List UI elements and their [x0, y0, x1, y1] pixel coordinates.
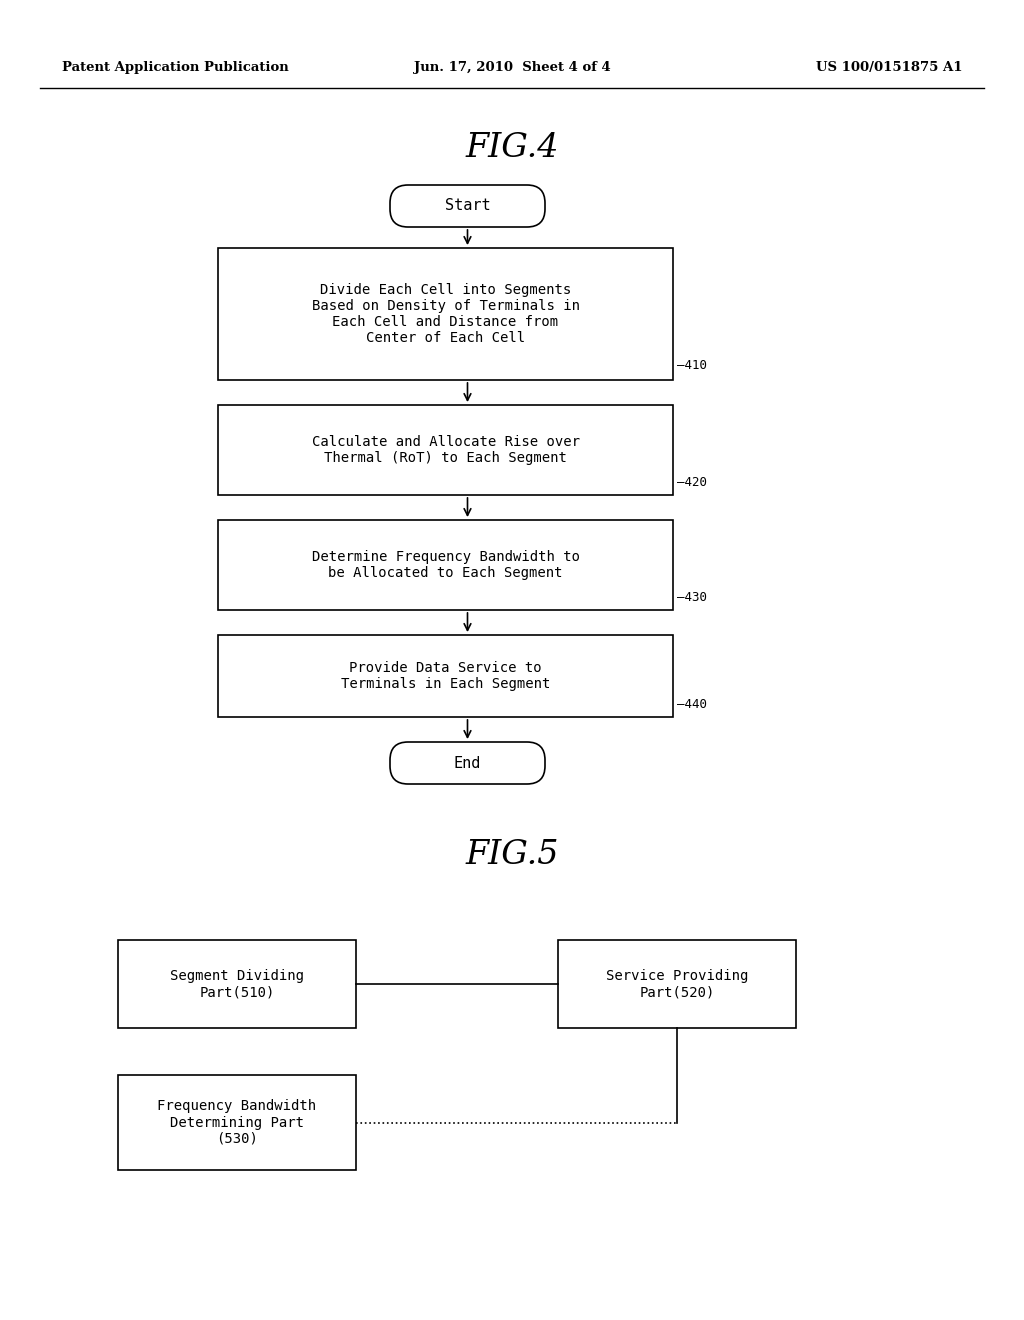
Text: Segment Dividing
Part(510): Segment Dividing Part(510): [170, 969, 304, 999]
Text: FIG.4: FIG.4: [465, 132, 559, 164]
Text: —410: —410: [677, 359, 707, 372]
Bar: [558, 940, 796, 1028]
Text: —430: —430: [677, 591, 707, 605]
Text: Jun. 17, 2010  Sheet 4 of 4: Jun. 17, 2010 Sheet 4 of 4: [414, 62, 610, 74]
Text: US 100/0151875 A1: US 100/0151875 A1: [815, 62, 962, 74]
Text: Divide Each Cell into Segments
Based on Density of Terminals in
Each Cell and Di: Divide Each Cell into Segments Based on …: [311, 282, 580, 346]
Text: FIG.5: FIG.5: [465, 840, 559, 871]
Text: End: End: [454, 755, 481, 771]
Text: Calculate and Allocate Rise over
Thermal (RoT) to Each Segment: Calculate and Allocate Rise over Thermal…: [311, 434, 580, 465]
Text: Determine Frequency Bandwidth to
be Allocated to Each Segment: Determine Frequency Bandwidth to be Allo…: [311, 550, 580, 579]
Text: —420: —420: [677, 477, 707, 488]
Text: Start: Start: [444, 198, 490, 214]
Text: Frequency Bandwidth
Determining Part
(530): Frequency Bandwidth Determining Part (53…: [158, 1100, 316, 1146]
Text: Service Providing
Part(520): Service Providing Part(520): [606, 969, 749, 999]
FancyBboxPatch shape: [390, 742, 545, 784]
Bar: [218, 520, 673, 610]
Bar: [118, 940, 356, 1028]
Text: Provide Data Service to
Terminals in Each Segment: Provide Data Service to Terminals in Eac…: [341, 661, 550, 692]
Bar: [118, 1074, 356, 1170]
Bar: [218, 248, 673, 380]
Bar: [218, 405, 673, 495]
FancyBboxPatch shape: [390, 185, 545, 227]
Text: —440: —440: [677, 698, 707, 711]
Text: Patent Application Publication: Patent Application Publication: [62, 62, 289, 74]
Bar: [218, 635, 673, 717]
